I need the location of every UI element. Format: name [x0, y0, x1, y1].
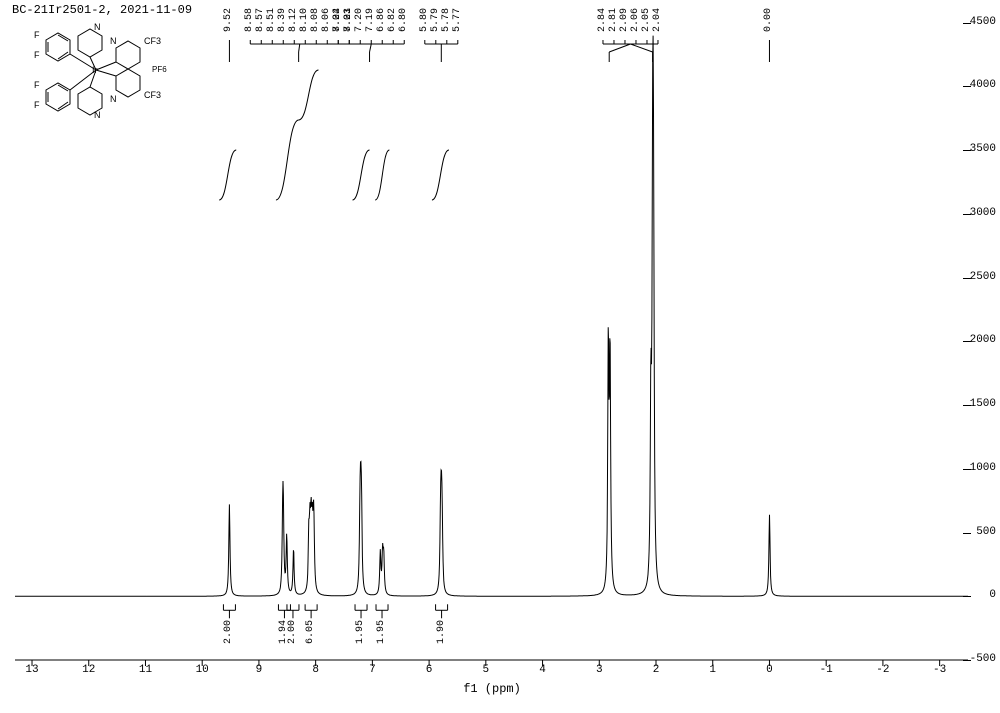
integral-label: 2.00: [224, 620, 234, 644]
x-tick-label: 11: [139, 664, 152, 676]
x-tick-label: 1: [709, 664, 716, 676]
x-tick-label: -1: [820, 664, 833, 676]
peak-label: 8.10: [300, 8, 310, 32]
peak-label: 0.00: [764, 8, 774, 32]
x-tick-label: -3: [933, 664, 946, 676]
y-tick-label: -500: [970, 653, 996, 665]
peak-label: 6.86: [377, 8, 387, 32]
x-tick-label: 5: [483, 664, 490, 676]
x-tick-label: 9: [256, 664, 263, 676]
y-tick-label: 1500: [970, 398, 996, 410]
y-tick: [963, 596, 971, 597]
y-tick-label: 2500: [970, 271, 996, 283]
peak-label: 5.78: [442, 8, 452, 32]
y-tick-label: 4000: [970, 79, 996, 91]
peak-label: 8.12: [289, 8, 299, 32]
nmr-spectrum: [0, 0, 1000, 713]
integral-label: 1.90: [437, 620, 447, 644]
peak-label: 8.51: [267, 8, 277, 32]
x-tick-label: 3: [596, 664, 603, 676]
peak-label: 7.19: [366, 8, 376, 32]
peak-label: 8.58: [245, 8, 255, 32]
peak-label: 7.21: [344, 8, 354, 32]
x-tick-label: -2: [876, 664, 889, 676]
x-tick-label: 8: [312, 664, 319, 676]
y-tick-label: 2000: [970, 334, 996, 346]
peak-label: 5.80: [420, 8, 430, 32]
y-tick-label: 1000: [970, 462, 996, 474]
peak-label: 2.84: [598, 8, 608, 32]
y-tick-label: 0: [989, 589, 996, 601]
y-tick-label: 3000: [970, 207, 996, 219]
x-tick-label: 2: [653, 664, 660, 676]
peak-label: 6.80: [399, 8, 409, 32]
x-tick-label: 7: [369, 664, 376, 676]
y-tick: [963, 533, 971, 534]
peak-label: 7.22: [333, 8, 343, 32]
peak-label: 8.08: [311, 8, 321, 32]
x-tick-label: 4: [539, 664, 546, 676]
peak-label: 9.52: [224, 8, 234, 32]
peak-label: 6.82: [388, 8, 398, 32]
peak-label: 8.57: [256, 8, 266, 32]
peak-label: 5.77: [453, 8, 463, 32]
integral-label: 1.95: [356, 620, 366, 644]
x-tick-label: 6: [426, 664, 433, 676]
x-tick-label: 0: [766, 664, 773, 676]
y-tick-label: 3500: [970, 143, 996, 155]
peak-label: 8.06: [322, 8, 332, 32]
x-tick-label: 10: [196, 664, 209, 676]
peak-label: 5.79: [431, 8, 441, 32]
integral-label: 6.05: [306, 620, 316, 644]
y-tick-label: 4500: [970, 16, 996, 28]
x-tick-label: 12: [82, 664, 95, 676]
integral-label: 1.95: [377, 620, 387, 644]
peak-label: 2.09: [620, 8, 630, 32]
integral-label: 2.00: [288, 620, 298, 644]
peak-label: 2.05: [642, 8, 652, 32]
y-tick-label: 500: [976, 526, 996, 538]
x-axis-label: f1 (ppm): [463, 682, 521, 696]
peak-label: 2.04: [653, 8, 663, 32]
peak-label: 8.39: [278, 8, 288, 32]
peak-label: 7.20: [355, 8, 365, 32]
peak-label: 2.06: [631, 8, 641, 32]
peak-label: 2.81: [609, 8, 619, 32]
x-tick-label: 13: [25, 664, 38, 676]
